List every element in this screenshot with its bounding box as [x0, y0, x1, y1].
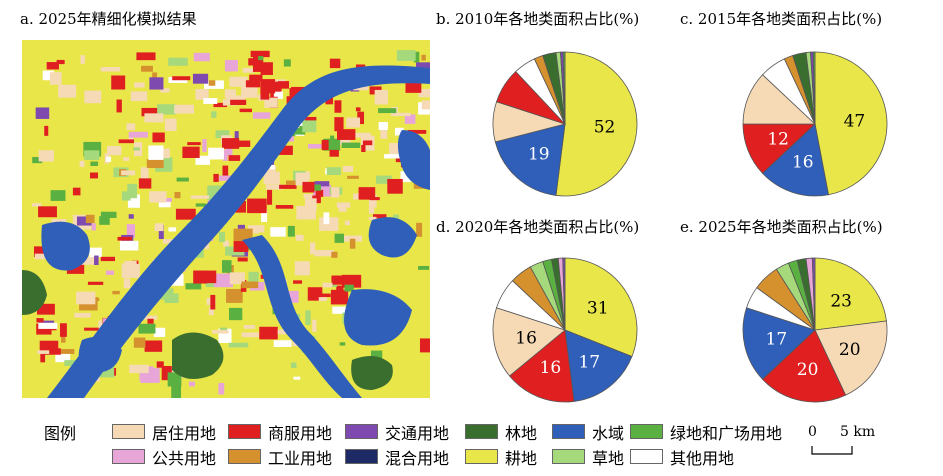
map-water: [41, 65, 430, 398]
pie-label-farmland: 52: [594, 117, 616, 137]
legend-label-public: 公共用地: [152, 449, 217, 468]
scale-distance-label: 5 km: [840, 424, 876, 440]
pie-slice-green-square: [812, 51, 816, 125]
legend-label-water: 水域: [592, 424, 625, 443]
land-use-map: [22, 40, 430, 398]
pie-2020-title: d. 2020年各地类面积占比(%): [436, 218, 640, 236]
legend-swatch-transport: [345, 424, 378, 439]
pie-slice-water: [494, 123, 566, 196]
legend-swatch-forest: [465, 424, 498, 439]
pie-slice-transport: [811, 257, 816, 331]
pie-chart-2025: 23 20 20 17: [742, 257, 888, 403]
legend-swatch-green-square: [630, 424, 663, 439]
pie-slice-residential: [814, 320, 888, 396]
pie-slice-water: [761, 123, 829, 197]
legend: 图例 居住用地 商服用地 交通用地 林地 水域 绿地和广场用地公共用地 工业用地 混合用地 耕地…: [0, 410, 943, 476]
legend-swatch-water: [552, 424, 585, 439]
legend-swatch-industrial: [228, 449, 261, 464]
legend-swatch-commercial: [228, 424, 261, 439]
pie-slice-water: [742, 307, 816, 380]
pie-slice-commercial: [761, 329, 847, 403]
pie-label-commercial: 20: [797, 360, 819, 380]
legend-label-other: 其他用地: [670, 449, 735, 468]
pie-label-water: 17: [766, 330, 788, 350]
pie-slice-farmland: [555, 51, 638, 197]
pie-2010-title: b. 2010年各地类面积占比(%): [436, 10, 640, 28]
legend-swatch-public: [112, 449, 145, 464]
pie-label-commercial: 16: [540, 358, 562, 378]
pie-label-residential: 20: [839, 340, 861, 360]
map-panel-title: a. 2025年精细化模拟结果: [20, 10, 197, 28]
legend-label-commercial: 商服用地: [268, 424, 333, 443]
pie-label-water: 19: [528, 145, 550, 165]
map-forest-patches: [22, 270, 393, 390]
pie-label-residential: 16: [515, 328, 537, 348]
pie-chart-2010: 52 19: [492, 51, 638, 197]
pie-label-farmland: 47: [844, 111, 866, 131]
legend-label-industrial: 工业用地: [268, 449, 333, 468]
legend-label-residential: 居住用地: [152, 424, 217, 443]
pie-slice-farmland: [564, 257, 638, 358]
pie-2025-title: e. 2025年各地类面积占比(%): [680, 218, 883, 236]
legend-swatch-farmland: [465, 449, 498, 464]
pie-slice-transport: [562, 257, 566, 331]
legend-label-grassland: 草地: [592, 449, 625, 468]
pie-slice-water: [564, 329, 633, 402]
pie-label-farmland: 31: [587, 299, 609, 319]
legend-label-transport: 交通用地: [385, 424, 450, 443]
pie-slice-green-square: [562, 51, 566, 125]
legend-label-green-square: 绿地和广场用地: [670, 424, 783, 443]
pie-2015-title: c. 2015年各地类面积占比(%): [680, 10, 883, 28]
scale-bar: 0 5 km: [808, 424, 898, 464]
pie-label-water: 16: [792, 153, 814, 173]
pie-slice-farmland: [814, 257, 887, 331]
legend-swatch-residential: [112, 424, 145, 439]
pie-label-commercial: 12: [767, 130, 789, 150]
legend-swatch-grassland: [552, 449, 585, 464]
pie-slice-commercial: [508, 329, 575, 403]
pie-label-water: 17: [578, 352, 600, 372]
legend-label-forest: 林地: [505, 424, 538, 443]
legend-label-farmland: 耕地: [505, 449, 538, 468]
legend-swatch-mixed: [345, 449, 378, 464]
legend-swatch-other: [630, 449, 663, 464]
scale-zero-label: 0: [808, 424, 817, 440]
pie-slice-residential: [492, 307, 566, 377]
legend-label-mixed: 混合用地: [385, 449, 450, 468]
pie-label-farmland: 23: [830, 291, 852, 311]
pie-slice-farmland: [814, 51, 888, 196]
legend-title: 图例: [44, 424, 77, 443]
scale-bar-line: [811, 446, 853, 455]
